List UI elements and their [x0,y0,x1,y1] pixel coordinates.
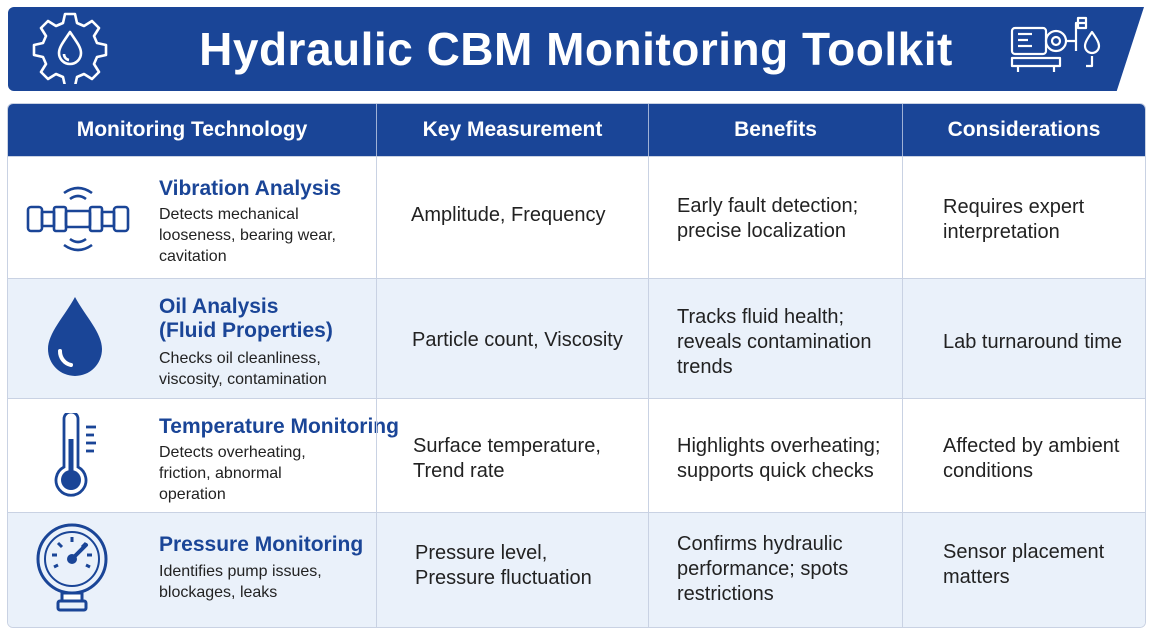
key-measurement-cell: Pressure level, Pressure fluctuation [415,542,592,589]
table-header: Monitoring Technology Key Measurement Be… [8,104,1145,156]
technology-description: Detects mechanical looseness, bearing we… [159,206,336,265]
table-row: Vibration Analysis Detects mechanical lo… [8,156,1145,279]
table-row: Temperature Monitoring Detects overheati… [8,398,1145,513]
considerations-cell: Requires expert interpretation [943,196,1085,243]
technology-description: Identifies pump issues, blockages, leaks [159,563,322,601]
column-divider [902,156,903,627]
column-header-technology: Monitoring Technology [8,104,377,156]
benefits-cell: Tracks fluid health; reveals contaminati… [677,306,872,378]
column-header-measurement: Key Measurement [377,104,649,156]
gear-droplet-icon [32,12,108,84]
column-header-benefits: Benefits [649,104,903,156]
column-divider [376,156,377,627]
technology-title: Vibration Analysis [159,177,342,200]
considerations-cell: Affected by ambient conditions [943,435,1120,482]
key-measurement-cell: Particle count, Viscosity [412,329,623,351]
table-row: Oil Analysis (Fluid Properties) Checks o… [8,278,1145,399]
key-measurement-cell: Surface temperature, Trend rate [413,435,601,482]
benefits-cell: Confirms hydraulic performance; spots re… [677,533,849,605]
technology-description: Checks oil cleanliness, viscosity, conta… [159,350,327,388]
considerations-cell: Lab turnaround time [943,331,1123,353]
title-banner: Hydraulic CBM Monitoring Toolkit [8,7,1144,91]
key-measurement-cell: Amplitude, Frequency [411,204,606,226]
column-header-considerations: Considerations [947,118,1101,141]
technology-title: Pressure Monitoring [159,533,364,556]
benefits-cell: Early fault detection; precise localizat… [677,195,859,242]
technology-description: Detects overheating, friction, abnormal … [159,444,306,503]
hydraulic-pump-icon [1010,16,1101,72]
pressure-gauge-icon [36,523,108,612]
considerations-cell: Sensor placement matters [943,541,1105,588]
monitoring-table: Monitoring Technology Key Measurement Be… [7,103,1146,628]
table-row: Pressure Monitoring Identifies pump issu… [8,512,1145,627]
page-title: Hydraulic CBM Monitoring Toolkit [199,23,953,75]
oil-drop-icon [48,297,102,376]
benefits-cell: Highlights overheating; supports quick c… [677,435,881,482]
column-divider [648,156,649,627]
technology-title: Temperature Monitoring [159,415,399,438]
vibration-pipe-icon [26,186,130,252]
technology-title: Oil Analysis (Fluid Properties) [159,295,333,342]
thermometer-icon [54,413,96,497]
